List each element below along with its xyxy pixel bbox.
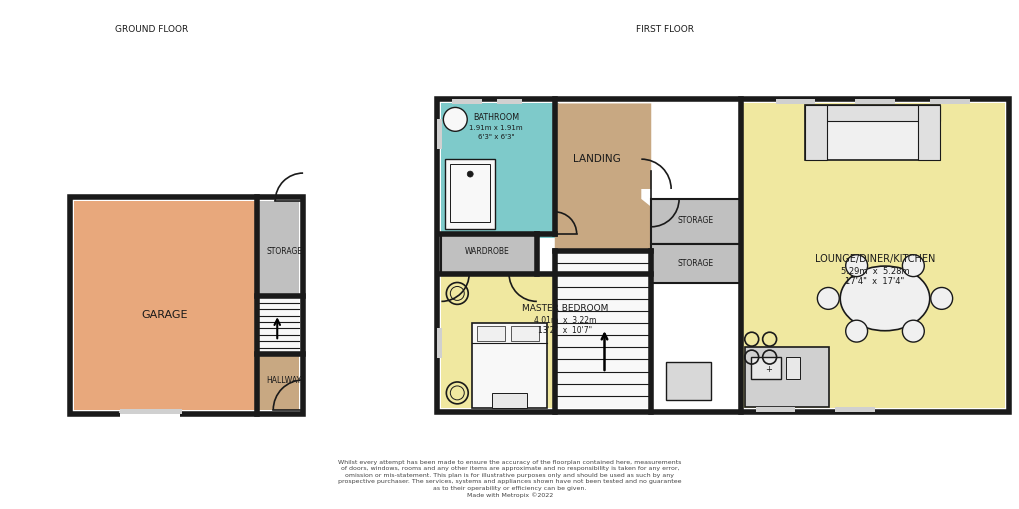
Circle shape	[443, 107, 467, 131]
Text: HALLWAY: HALLWAY	[266, 377, 302, 385]
Bar	[835, 407, 874, 412]
Bar	[750, 357, 780, 379]
Bar	[805, 105, 938, 160]
Text: LANDING: LANDING	[572, 154, 620, 164]
Text: LOUNGE/DINER/KITCHEN: LOUNGE/DINER/KITCHEN	[814, 253, 934, 264]
Bar	[511, 326, 538, 341]
Bar	[437, 328, 442, 358]
Bar	[451, 99, 482, 104]
Bar	[70, 197, 303, 414]
Text: GARAGE: GARAGE	[142, 310, 187, 320]
Bar	[556, 250, 650, 408]
Circle shape	[902, 254, 923, 276]
Text: Whilst every attempt has been made to ensure the accuracy of the floorplan conta: Whilst every attempt has been made to en…	[338, 460, 681, 498]
Text: FIRST FLOOR: FIRST FLOOR	[636, 25, 694, 34]
Bar	[441, 273, 650, 408]
Polygon shape	[554, 103, 650, 250]
Bar	[929, 99, 969, 104]
Bar	[665, 362, 710, 400]
Text: 13'2"  x  10'7": 13'2" x 10'7"	[537, 326, 591, 335]
Text: WARDROBE: WARDROBE	[465, 247, 510, 256]
Bar	[472, 323, 546, 408]
Bar	[120, 409, 181, 414]
Ellipse shape	[840, 266, 929, 331]
Bar	[755, 407, 795, 412]
Circle shape	[902, 320, 923, 342]
Bar	[257, 201, 299, 300]
Bar	[441, 103, 558, 238]
Bar	[917, 105, 938, 160]
Bar	[491, 393, 527, 408]
Bar	[437, 120, 442, 149]
Text: STORAGE: STORAGE	[266, 247, 302, 256]
Circle shape	[467, 171, 473, 177]
Bar	[785, 357, 800, 379]
Bar	[805, 105, 938, 121]
Text: 5.29m  x  5.28m: 5.29m x 5.28m	[840, 267, 909, 276]
Text: 1.91m x 1.91m: 1.91m x 1.91m	[469, 125, 523, 131]
Bar	[437, 99, 1009, 412]
Bar	[441, 234, 536, 273]
Text: STORAGE: STORAGE	[678, 216, 713, 225]
Bar	[449, 164, 489, 222]
Text: GROUND FLOOR: GROUND FLOOR	[115, 25, 189, 34]
Bar	[445, 159, 494, 229]
Text: 4.01m  x  3.22m: 4.01m x 3.22m	[533, 316, 595, 325]
Bar	[257, 354, 299, 410]
Circle shape	[845, 254, 867, 276]
Bar	[477, 326, 504, 341]
Text: BATHROOM: BATHROOM	[473, 113, 519, 122]
Bar	[74, 201, 257, 410]
Bar	[740, 103, 1005, 408]
Text: +: +	[764, 364, 771, 374]
Circle shape	[930, 288, 952, 309]
Bar	[854, 99, 894, 104]
Bar	[259, 296, 299, 354]
Bar	[496, 99, 522, 104]
Circle shape	[845, 320, 867, 342]
Bar	[120, 410, 179, 418]
Circle shape	[816, 288, 839, 309]
Bar	[650, 244, 740, 284]
Bar	[744, 347, 828, 407]
Bar	[650, 199, 740, 244]
Text: MASTER BEDROOM: MASTER BEDROOM	[521, 304, 607, 313]
Text: 17'4"  x  17'4": 17'4" x 17'4"	[845, 277, 904, 286]
Text: 6'3" x 6'3": 6'3" x 6'3"	[477, 134, 514, 140]
Bar	[774, 99, 814, 104]
Bar	[805, 105, 826, 160]
Text: STORAGE: STORAGE	[678, 259, 713, 268]
